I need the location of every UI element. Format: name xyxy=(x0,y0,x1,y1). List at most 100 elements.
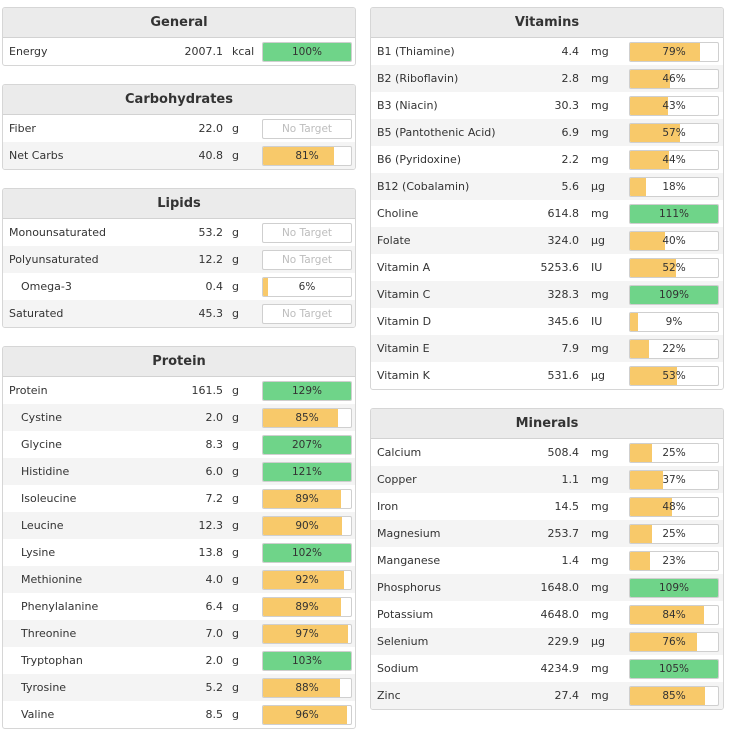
nutrient-row-tyrosine[interactable]: Tyrosine 5.2 g 88% xyxy=(3,674,355,701)
nutrient-row-vitamin-c[interactable]: Vitamin C 328.3 mg 109% xyxy=(371,281,723,308)
progress-percent: 84% xyxy=(662,609,686,621)
nutrient-name: Histidine xyxy=(21,465,70,478)
nutrient-unit: µg xyxy=(591,369,605,382)
nutrient-row-valine[interactable]: Valine 8.5 g 96% xyxy=(3,701,355,728)
nutrient-amount: 4.4 xyxy=(561,45,580,58)
nutrient-row-polyunsaturated[interactable]: Polyunsaturated 12.2 g No Target xyxy=(3,246,355,273)
nutrient-row-choline[interactable]: Choline 614.8 mg 111% xyxy=(371,200,723,227)
progress-percent: 100% xyxy=(291,46,323,58)
nutrient-row-b5-pantothenic-acid[interactable]: B5 (Pantothenic Acid) 6.9 mg 57% xyxy=(371,119,723,146)
nutrient-name: Threonine xyxy=(21,627,77,640)
progress-bar: 53% xyxy=(629,366,719,386)
nutrient-row-b3-niacin[interactable]: B3 (Niacin) 30.3 mg 43% xyxy=(371,92,723,119)
nutrient-amount: 5.6 xyxy=(561,180,580,193)
nutrient-unit: mg xyxy=(591,153,609,166)
nutrient-row-selenium[interactable]: Selenium 229.9 µg 76% xyxy=(371,628,723,655)
progress-bar: 92% xyxy=(262,570,352,590)
nutrient-row-fiber[interactable]: Fiber 22.0 g No Target xyxy=(3,115,355,142)
nutrient-unit: mg xyxy=(591,581,609,594)
progress-percent: 44% xyxy=(662,154,686,166)
nutrient-unit: g xyxy=(232,546,239,559)
progress-bar: 85% xyxy=(262,408,352,428)
progress-fill xyxy=(263,544,351,562)
progress-bar: 111% xyxy=(629,204,719,224)
progress-percent: 81% xyxy=(295,150,319,162)
nutrient-row-isoleucine[interactable]: Isoleucine 7.2 g 89% xyxy=(3,485,355,512)
nutrient-row-net-carbs[interactable]: Net Carbs 40.8 g 81% xyxy=(3,142,355,169)
nutrient-row-omega-3[interactable]: Omega-3 0.4 g 6% xyxy=(3,273,355,300)
progress-percent: 23% xyxy=(662,555,686,567)
nutrient-amount: 0.4 xyxy=(205,280,224,293)
nutrient-row-zinc[interactable]: Zinc 27.4 mg 85% xyxy=(371,682,723,709)
nutrient-row-cystine[interactable]: Cystine 2.0 g 85% xyxy=(3,404,355,431)
nutrient-row-phenylalanine[interactable]: Phenylalanine 6.4 g 89% xyxy=(3,593,355,620)
nutrient-row-protein[interactable]: Protein 161.5 g 129% xyxy=(3,377,355,404)
nutrient-row-b12-cobalamin[interactable]: B12 (Cobalamin) 5.6 µg 18% xyxy=(371,173,723,200)
progress-bar: 37% xyxy=(629,470,719,490)
nutrient-row-sodium[interactable]: Sodium 4234.9 mg 105% xyxy=(371,655,723,682)
progress-percent: 111% xyxy=(658,208,690,220)
nutrient-amount: 6.4 xyxy=(205,600,224,613)
nutrient-name: Isoleucine xyxy=(21,492,77,505)
nutrient-row-leucine[interactable]: Leucine 12.3 g 90% xyxy=(3,512,355,539)
nutrient-row-copper[interactable]: Copper 1.1 mg 37% xyxy=(371,466,723,493)
nutrient-row-vitamin-e[interactable]: Vitamin E 7.9 mg 22% xyxy=(371,335,723,362)
nutrient-row-lysine[interactable]: Lysine 13.8 g 102% xyxy=(3,539,355,566)
progress-percent: 97% xyxy=(295,628,319,640)
progress-percent: 9% xyxy=(665,316,683,328)
nutrient-row-methionine[interactable]: Methionine 4.0 g 92% xyxy=(3,566,355,593)
nutrient-amount: 8.3 xyxy=(205,438,224,451)
nutrient-row-phosphorus[interactable]: Phosphorus 1648.0 mg 109% xyxy=(371,574,723,601)
nutrient-unit: mg xyxy=(591,99,609,112)
nutrient-row-energy[interactable]: Energy 2007.1 kcal 100% xyxy=(3,38,355,65)
nutrient-row-calcium[interactable]: Calcium 508.4 mg 25% xyxy=(371,439,723,466)
nutrient-name: Folate xyxy=(377,234,411,247)
no-target-label: No Target xyxy=(281,254,333,266)
progress-percent: 103% xyxy=(291,655,323,667)
nutrient-name: Lysine xyxy=(21,546,56,559)
nutrient-row-histidine[interactable]: Histidine 6.0 g 121% xyxy=(3,458,355,485)
nutrient-unit: g xyxy=(232,681,239,694)
nutrient-name: Vitamin D xyxy=(377,315,432,328)
nutrient-row-manganese[interactable]: Manganese 1.4 mg 23% xyxy=(371,547,723,574)
progress-percent: 57% xyxy=(662,127,686,139)
nutrient-amount: 614.8 xyxy=(547,207,580,220)
nutrient-name: Phosphorus xyxy=(377,581,441,594)
nutrient-row-vitamin-d[interactable]: Vitamin D 345.6 IU 9% xyxy=(371,308,723,335)
nutrient-amount: 508.4 xyxy=(547,446,580,459)
nutrient-unit: g xyxy=(232,384,239,397)
protein-panel: Protein Protein 161.5 g 129% Cystine 2.0 g 85% G… xyxy=(2,346,356,729)
nutrient-row-vitamin-a[interactable]: Vitamin A 5253.6 IU 52% xyxy=(371,254,723,281)
progress-percent: 89% xyxy=(295,601,319,613)
minerals-panel-title: Minerals xyxy=(371,409,723,439)
progress-percent: 89% xyxy=(295,493,319,505)
vitamins-panel-title: Vitamins xyxy=(371,8,723,38)
nutrient-name: Phenylalanine xyxy=(21,600,99,613)
nutrient-row-monounsaturated[interactable]: Monounsaturated 53.2 g No Target xyxy=(3,219,355,246)
nutrient-row-glycine[interactable]: Glycine 8.3 g 207% xyxy=(3,431,355,458)
nutrient-row-b1-thiamine[interactable]: B1 (Thiamine) 4.4 mg 79% xyxy=(371,38,723,65)
no-target-label: No Target xyxy=(281,123,333,135)
nutrient-row-threonine[interactable]: Threonine 7.0 g 97% xyxy=(3,620,355,647)
general-rows: Energy 2007.1 kcal 100% xyxy=(3,38,355,65)
progress-fill xyxy=(630,687,705,705)
nutrient-row-saturated[interactable]: Saturated 45.3 g No Target xyxy=(3,300,355,327)
progress-percent: 25% xyxy=(662,528,686,540)
nutrient-row-tryptophan[interactable]: Tryptophan 2.0 g 103% xyxy=(3,647,355,674)
nutrient-amount: 328.3 xyxy=(547,288,580,301)
nutrient-row-magnesium[interactable]: Magnesium 253.7 mg 25% xyxy=(371,520,723,547)
nutrient-row-iron[interactable]: Iron 14.5 mg 48% xyxy=(371,493,723,520)
nutrient-name: Tryptophan xyxy=(21,654,83,667)
nutrient-name: Zinc xyxy=(377,689,401,702)
nutrient-unit: kcal xyxy=(232,45,255,58)
nutrient-name: Manganese xyxy=(377,554,441,567)
minerals-rows: Calcium 508.4 mg 25% Copper 1.1 mg 37% Iron 14.5 m… xyxy=(371,439,723,709)
nutrient-row-vitamin-k[interactable]: Vitamin K 531.6 µg 53% xyxy=(371,362,723,389)
nutrient-amount: 22.0 xyxy=(198,122,224,135)
nutrient-amount: 6.9 xyxy=(561,126,580,139)
nutrient-row-b2-riboflavin[interactable]: B2 (Riboflavin) 2.8 mg 46% xyxy=(371,65,723,92)
nutrient-row-folate[interactable]: Folate 324.0 µg 40% xyxy=(371,227,723,254)
nutrient-row-b6-pyridoxine[interactable]: B6 (Pyridoxine) 2.2 mg 44% xyxy=(371,146,723,173)
nutrient-row-potassium[interactable]: Potassium 4648.0 mg 84% xyxy=(371,601,723,628)
nutrient-unit: mg xyxy=(591,689,609,702)
